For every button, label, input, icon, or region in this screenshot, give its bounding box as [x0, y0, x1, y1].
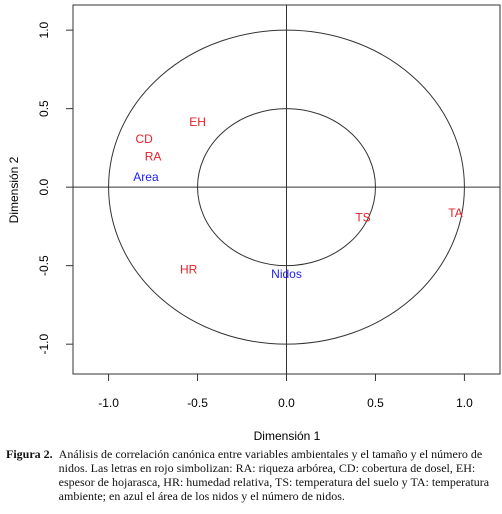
point-label: TA: [448, 206, 462, 220]
correlation-circle: [197, 108, 376, 267]
y-tick-label: 0.0: [37, 178, 51, 195]
x-tick-label: -1.0: [98, 396, 119, 410]
point-label: Area: [133, 170, 159, 184]
point-label: EH: [189, 115, 206, 129]
point-label: HR: [180, 263, 198, 277]
point-label: CD: [135, 132, 153, 146]
point-label: TS: [355, 211, 370, 225]
y-tick-label: 0.5: [37, 100, 51, 117]
point-label: RA: [145, 149, 162, 163]
y-tick-label: 1.0: [37, 21, 51, 38]
y-tick-label: -1.0: [37, 334, 51, 355]
caption-label: Figura 2.: [6, 447, 53, 461]
point-label: Nidos: [271, 267, 302, 281]
x-axis-label: Dimensión 1: [254, 429, 321, 443]
x-tick-label: 1.0: [456, 396, 473, 410]
x-tick-label: 0.0: [278, 396, 295, 410]
x-tick-label: -0.5: [187, 396, 208, 410]
caption-text: Análisis de correlación canónica entre v…: [58, 447, 490, 503]
y-tick-label: -0.5: [37, 255, 51, 276]
x-tick-label: 0.5: [367, 396, 384, 410]
caption: Figura 2. Análisis de correlación canóni…: [6, 447, 496, 503]
chart: Dimensión 1 Dimensión 2 -1.0 -0.5 0.0 0.5 1.…: [7, 4, 501, 443]
y-axis-label: Dimensión 2: [7, 156, 21, 223]
correlation-circle: [108, 29, 465, 345]
